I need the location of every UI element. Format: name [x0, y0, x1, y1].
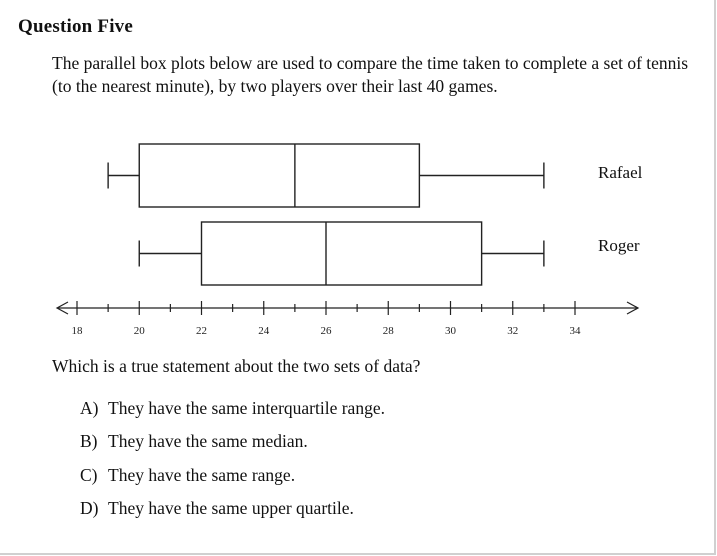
- tick-label: 22: [196, 325, 207, 337]
- tick-label: 18: [72, 325, 84, 337]
- tick-label: 26: [321, 325, 333, 337]
- option-letter: B): [80, 431, 98, 451]
- tick-label: 24: [258, 325, 270, 337]
- tick-label: 28: [383, 325, 395, 337]
- box-plot-rafael: Rafael: [107, 143, 643, 208]
- option-text: They have the same median.: [108, 431, 308, 451]
- box-plots: Rafael Roger: [107, 143, 643, 286]
- question-prompt: Which is a true statement about the two …: [52, 356, 421, 376]
- interquartile-box: [200, 221, 483, 286]
- left-arrow-icon: [55, 301, 69, 315]
- question-heading: Question Five: [18, 16, 134, 37]
- question-intro: The parallel box plots below are used to…: [52, 53, 689, 96]
- option-a: A) They have the same interquartile range…: [80, 398, 385, 419]
- option-b: B) They have the same median.: [80, 431, 308, 452]
- tick-label: 34: [570, 325, 582, 337]
- tick-label: 30: [445, 325, 457, 337]
- right-arrow-icon: [626, 301, 640, 315]
- option-letter: A): [80, 398, 99, 418]
- box-plot-chart: Rafael Roger 18 20 22 24 26 28 30 32 34: [55, 143, 643, 337]
- series-label-rafael: Rafael: [598, 163, 643, 182]
- tick-label: 20: [134, 325, 146, 337]
- option-text: They have the same interquartile range.: [108, 398, 385, 418]
- interquartile-box: [138, 143, 421, 208]
- box-plot-roger: Roger: [138, 221, 640, 286]
- option-d: D) They have the same upper quartile.: [80, 498, 354, 519]
- series-label-roger: Roger: [598, 236, 640, 255]
- option-text: They have the same range.: [108, 465, 296, 485]
- option-letter: D): [80, 498, 99, 518]
- option-letter: C): [80, 465, 98, 485]
- option-text: They have the same upper quartile.: [108, 498, 354, 518]
- number-line-axis: 18 20 22 24 26 28 30 32 34: [55, 301, 640, 337]
- option-c: C) They have the same range.: [80, 465, 295, 486]
- tick-label: 32: [507, 325, 518, 337]
